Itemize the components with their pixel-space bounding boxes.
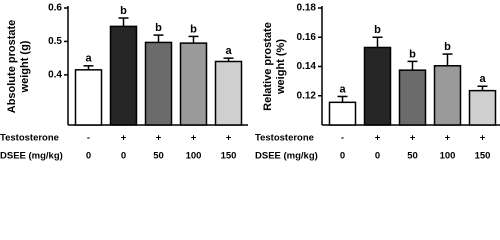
significance-letter: a [85, 53, 92, 65]
bar [74, 69, 103, 126]
row-value: 100 [440, 151, 456, 162]
significance-letter: b [444, 41, 451, 53]
y-tick-label: 0.18 [297, 3, 317, 14]
row-value: + [156, 133, 162, 144]
bar [363, 46, 392, 126]
row-value: - [87, 133, 90, 144]
y-tick-label: 0.14 [297, 61, 317, 72]
bar [214, 60, 243, 126]
row-value: + [375, 133, 381, 144]
significance-letter: b [190, 23, 197, 35]
row-value: 150 [475, 151, 491, 162]
significance-letter: b [155, 22, 162, 34]
row-value: 150 [221, 151, 237, 162]
significance-letter: b [409, 48, 416, 60]
bar [109, 25, 138, 126]
row-label: DSEE (mg/kg) [255, 151, 318, 162]
row-label: DSEE (mg/kg) [0, 151, 63, 162]
bar [328, 101, 357, 126]
figure: Absolute prostate weight (g) 0.4 0.5 0.6 a b b b… [0, 3, 500, 162]
y-tick-label: 0.16 [297, 32, 317, 43]
row-value: 50 [153, 151, 164, 162]
row-value: 100 [186, 151, 202, 162]
row-value: + [480, 133, 486, 144]
row-value: + [445, 133, 451, 144]
row-value: + [121, 133, 127, 144]
row-value: + [226, 133, 232, 144]
significance-letter: b [120, 5, 127, 17]
bar [398, 69, 427, 126]
significance-letter: b [374, 24, 381, 36]
row-value: 0 [86, 151, 91, 162]
row-value: 0 [121, 151, 126, 162]
row-value: - [341, 133, 344, 144]
y-axis-title: Absolute prostate [6, 20, 18, 114]
bar [144, 41, 173, 126]
row-label: Testosterone [255, 133, 314, 144]
row-value: 0 [375, 151, 380, 162]
significance-letter: a [225, 45, 232, 57]
y-tick-label: 0.4 [48, 69, 62, 80]
row-label: Testosterone [0, 133, 59, 144]
bar [179, 42, 208, 126]
row-value: 50 [407, 151, 418, 162]
y-tick-label: 0.6 [48, 3, 62, 14]
row-value: + [410, 133, 416, 144]
y-tick-label: 0.5 [48, 36, 62, 47]
row-value: 0 [340, 151, 345, 162]
y-tick-label: 0.12 [297, 90, 317, 101]
y-axis-title: weight (g) [19, 40, 31, 93]
y-axis-title: Relative prostate [262, 22, 274, 111]
significance-letter: a [479, 73, 486, 85]
y-axis-title: weight (%) [275, 39, 287, 95]
row-value: + [191, 133, 197, 144]
significance-letter: a [339, 83, 346, 95]
bar [433, 65, 462, 126]
bar [468, 89, 497, 126]
